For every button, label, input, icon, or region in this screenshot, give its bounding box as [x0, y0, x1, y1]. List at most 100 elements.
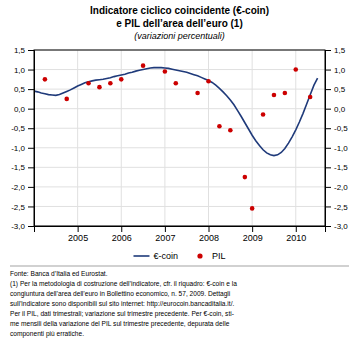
x-axis: 200520062007200820092010 [35, 226, 326, 243]
tick-label: 0,0 [334, 105, 346, 114]
tick-label: -0,5 [334, 124, 348, 133]
tick-mark [209, 226, 210, 232]
tick-mark [28, 50, 34, 51]
tick-label: 2005 [68, 233, 88, 243]
legend-item: PIL [197, 251, 225, 261]
point [293, 67, 298, 72]
tick-mark [28, 70, 34, 71]
separator [10, 266, 349, 267]
footnote: Fonte: Banca d’Italia ed Eurostat. [10, 270, 108, 277]
footnote: me mensili della variazione del PIL sul … [10, 320, 230, 328]
legend-item: €-coin [133, 251, 178, 261]
tick-mark [28, 187, 34, 188]
tick: 0,0 [14, 105, 34, 114]
point [163, 69, 168, 74]
point [97, 85, 102, 90]
tick-mark [325, 187, 331, 188]
tick-label: 1,0 [334, 66, 346, 75]
point [272, 93, 277, 98]
tick: -1,5 [11, 163, 34, 172]
tick-mark [325, 89, 331, 90]
point [64, 97, 69, 102]
grid-line-y [34, 186, 325, 187]
tick: -2,5 [325, 203, 348, 212]
tick-mark [325, 167, 331, 168]
grid-line-y [34, 167, 325, 168]
point [86, 81, 91, 86]
tick: 1,5 [325, 46, 346, 55]
point [243, 175, 248, 180]
title: e PIL dell’area dell’euro (1) [116, 18, 243, 29]
footnote: Per il PIL, dati trimestrali; variazione… [10, 310, 234, 318]
footnote: congiuntura dell’area dell’euro in Bolle… [10, 290, 231, 298]
tick-label: -3,0 [11, 222, 25, 231]
tick-mark [28, 226, 34, 227]
tick-label: 1,0 [14, 66, 26, 75]
x-axis-line [35, 227, 326, 233]
tick-mark [252, 226, 253, 232]
tick-label: 2007 [155, 233, 175, 243]
grid-line-x [121, 50, 122, 226]
point [195, 91, 200, 96]
tick: 2008 [199, 226, 219, 243]
grid-line-y [34, 128, 325, 129]
tick: -1,0 [325, 144, 348, 153]
y-axis: -3,0-2,5-2,0-1,5-1,0-0,50,00,51,01,5 [11, 46, 34, 231]
plot-frame [34, 50, 325, 226]
grid-line-x [295, 50, 296, 226]
tick-mark [78, 226, 79, 232]
tick-mark [28, 167, 34, 168]
legend-label: €-coin [153, 251, 178, 261]
tick: 2006 [112, 226, 132, 243]
point [308, 95, 313, 100]
tick: 1,0 [325, 66, 346, 75]
tick-label: 2008 [199, 233, 219, 243]
legend-swatch [133, 255, 149, 257]
tick: -2,5 [11, 203, 34, 212]
tick: 0,5 [325, 85, 346, 94]
tick-mark [28, 206, 34, 207]
legend: €-coin PIL [133, 251, 225, 261]
tick: 2007 [155, 226, 175, 243]
y2-axis-line [326, 51, 332, 227]
tick: -1,5 [325, 163, 348, 172]
grid-line-y [34, 206, 325, 207]
tick: -3,0 [325, 222, 348, 231]
tick-label: -2,0 [334, 183, 348, 192]
grid-line-y [34, 69, 325, 70]
grid-line-x [208, 50, 209, 226]
tick-mark [325, 226, 331, 227]
title: Indicatore ciclico coincidente (€-coin) [90, 5, 269, 16]
tick-label: -1,0 [11, 144, 25, 153]
tick-mark [325, 70, 331, 71]
tick-label: 2006 [112, 233, 132, 243]
tick-label: -1,5 [334, 163, 348, 172]
tick-label: -1,5 [11, 163, 25, 172]
grid-line-x [252, 50, 253, 226]
legend-label: PIL [212, 251, 226, 261]
footnote: (1) Per la metodologia di costruzione de… [10, 280, 237, 288]
tick: 0,0 [325, 105, 346, 114]
tick-label: 2010 [286, 233, 306, 243]
grid-line-x [164, 50, 165, 226]
tick: -2,0 [325, 183, 348, 192]
tick-mark [296, 226, 297, 232]
point [283, 91, 288, 96]
tick: 0,5 [14, 85, 34, 94]
point [108, 81, 113, 86]
tick-label: 1,5 [334, 46, 346, 55]
tick-mark [325, 50, 331, 51]
y2-axis: -3,0 -2,5 -2,0 -1,5 -1,0 -0,5 0,0 0,5 1,0 1,5 [325, 46, 348, 231]
chart: Indicatore ciclico coincidente (€-coin) e… [0, 0, 359, 349]
grid-line-x [77, 50, 78, 226]
tick-mark [165, 226, 166, 232]
tick-label: 0,5 [334, 85, 346, 94]
point [228, 128, 233, 133]
tick-label: -3,0 [334, 222, 348, 231]
tick: -0,5 [11, 124, 34, 133]
tick-label: -2,5 [334, 203, 348, 212]
marks [34, 63, 318, 210]
tick-label: 0,5 [14, 85, 26, 94]
tick-mark [28, 109, 34, 110]
tick-label: 0,0 [14, 105, 26, 114]
